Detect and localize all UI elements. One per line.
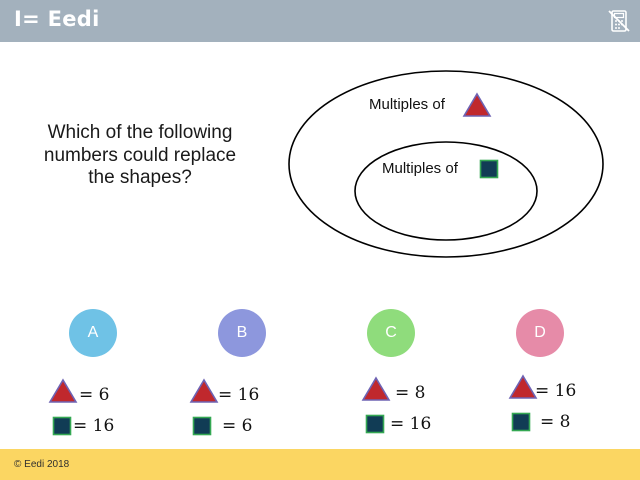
square-icon: [52, 416, 72, 436]
square-icon: [479, 159, 499, 179]
header-bar: I= Eedi: [0, 0, 640, 42]
option-c-square-value: = 16: [390, 414, 432, 434]
option-d-square-value: = 8: [540, 412, 571, 432]
triangle-icon: [508, 374, 538, 399]
triangle-icon: [462, 92, 492, 117]
option-c-button[interactable]: C: [367, 309, 415, 357]
question-text: Which of the following numbers could rep…: [43, 122, 237, 188]
inner-set-label: Multiples of: [382, 160, 458, 177]
square-icon: [365, 414, 385, 434]
option-b-square-value: = 6: [222, 416, 253, 436]
inner-ellipse: [354, 141, 538, 241]
copyright-text: © Eedi 2018: [14, 459, 70, 470]
option-b-button[interactable]: B: [218, 309, 266, 357]
footer-bar: © Eedi 2018: [0, 449, 640, 480]
triangle-icon: [189, 378, 219, 403]
option-d-triangle-value: = 16: [535, 381, 577, 401]
outer-set-label: Multiples of: [369, 96, 445, 113]
option-d-button[interactable]: D: [516, 309, 564, 357]
triangle-icon: [361, 376, 391, 401]
square-icon: [192, 416, 212, 436]
no-calculator-icon: [608, 10, 630, 32]
square-icon: [511, 412, 531, 432]
triangle-icon: [48, 378, 78, 403]
option-b-triangle-value: = 16: [218, 385, 260, 405]
option-a-square-value: = 16: [73, 416, 115, 436]
option-a-button[interactable]: A: [69, 309, 117, 357]
eedi-logo: I= Eedi: [14, 7, 100, 31]
option-a-triangle-value: = 6: [79, 385, 110, 405]
option-c-triangle-value: = 8: [395, 383, 426, 403]
